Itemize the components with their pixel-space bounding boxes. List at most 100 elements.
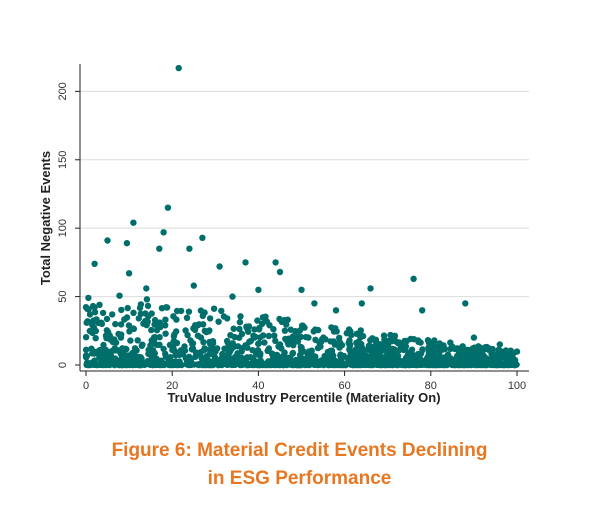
scatter-point (430, 356, 437, 363)
scatter-point (400, 346, 407, 354)
scatter-point (156, 323, 163, 331)
scatter-point (475, 343, 482, 350)
scatter-point (170, 313, 177, 320)
scatter-point (224, 358, 232, 365)
scatter-point (255, 326, 263, 333)
scatter-point (192, 353, 199, 360)
scatter-point (380, 346, 387, 354)
scatter-point (336, 339, 343, 346)
scatter-point (174, 361, 181, 369)
scatter-point (127, 337, 134, 344)
scatter-point (160, 345, 167, 353)
scatter-point (190, 282, 197, 289)
scatter-point (245, 323, 253, 330)
scatter-point (144, 318, 151, 325)
scatter-point (118, 306, 125, 314)
scatter-point (102, 332, 110, 339)
scatter-point (156, 341, 163, 348)
scatter-point (276, 341, 284, 348)
scatter-point (258, 361, 266, 369)
scatter-point (424, 355, 432, 362)
scatter-point (238, 330, 246, 338)
scatter-point (86, 361, 94, 369)
scatter-point (171, 347, 178, 354)
scatter-point (117, 321, 125, 328)
y-axis-title: Total Negative Events (38, 151, 53, 285)
scatter-point (382, 361, 389, 369)
y-axis-ticks: 0 50 100 150 200 (57, 82, 80, 368)
scatter-point (431, 337, 438, 344)
scatter-point (242, 259, 249, 266)
scatter-point (162, 350, 169, 357)
scatter-point (250, 361, 257, 368)
scatter-point (311, 360, 319, 367)
scatter-point (508, 350, 516, 358)
scatter-point (255, 340, 262, 348)
scatter-point (132, 361, 139, 368)
scatter-point (251, 326, 258, 333)
scatter-point (135, 315, 142, 322)
scatter-point (425, 361, 433, 368)
scatter-point (199, 321, 207, 328)
scatter-point (276, 268, 284, 276)
x-tick-label: 60 (338, 380, 350, 392)
scatter-point (474, 349, 481, 357)
scatter-point (203, 328, 210, 336)
scatter-point (363, 361, 371, 368)
scatter-point (109, 347, 116, 354)
scatter-point (271, 332, 278, 339)
scatter-point (503, 361, 510, 369)
figure-caption-line-2: in ESG Performance (207, 468, 392, 489)
scatter-point (249, 347, 256, 354)
scatter-point (254, 347, 262, 354)
scatter-point (412, 361, 419, 368)
scatter-point (162, 322, 169, 329)
scatter-point (315, 326, 322, 334)
scatter-point (453, 345, 461, 352)
scatter-point (117, 334, 125, 341)
figure-caption-line-1: Figure 6: Material Credit Events Declini… (111, 440, 488, 461)
scatter-point (311, 300, 318, 307)
scatter-point (144, 302, 152, 310)
scatter-point (125, 322, 133, 329)
scatter-point (470, 334, 478, 341)
scatter-point (433, 350, 441, 358)
scatter-point (220, 313, 228, 320)
scatter-point (210, 305, 218, 312)
scatter-point (383, 342, 390, 349)
scatter-point (419, 346, 426, 354)
scatter-point (330, 338, 337, 345)
scatter-point (208, 361, 215, 368)
scatter-point (483, 355, 490, 362)
scatter-point (332, 307, 340, 314)
scatter-point (148, 326, 155, 334)
scatter-point (367, 285, 374, 292)
scatter-point (261, 339, 268, 346)
scatter-point (294, 338, 302, 345)
scatter-point (86, 311, 94, 318)
scatter-point (407, 335, 414, 343)
scatter-point (305, 348, 313, 355)
scatter-point (123, 240, 131, 247)
scatter-point (272, 259, 279, 266)
scatter-point (465, 356, 472, 364)
scatter-point (230, 325, 237, 332)
scatter-point (91, 304, 98, 311)
scatter-point (293, 361, 300, 369)
scatter-point (197, 307, 205, 314)
scatter-point (125, 270, 133, 277)
scatter-point (396, 361, 403, 368)
scatter-point (272, 337, 279, 345)
scatter-point (133, 347, 140, 354)
scatter-point (392, 338, 400, 345)
scatter-point (227, 332, 234, 339)
scatter-point (194, 332, 202, 339)
scatter-point (177, 307, 185, 315)
scatter-point (216, 263, 223, 270)
scatter-point (383, 337, 391, 345)
scatter-point (98, 319, 105, 326)
scatter-point (265, 345, 273, 352)
scatter-point (137, 301, 145, 308)
scatter-point (270, 326, 277, 333)
scatter-point (486, 345, 493, 352)
